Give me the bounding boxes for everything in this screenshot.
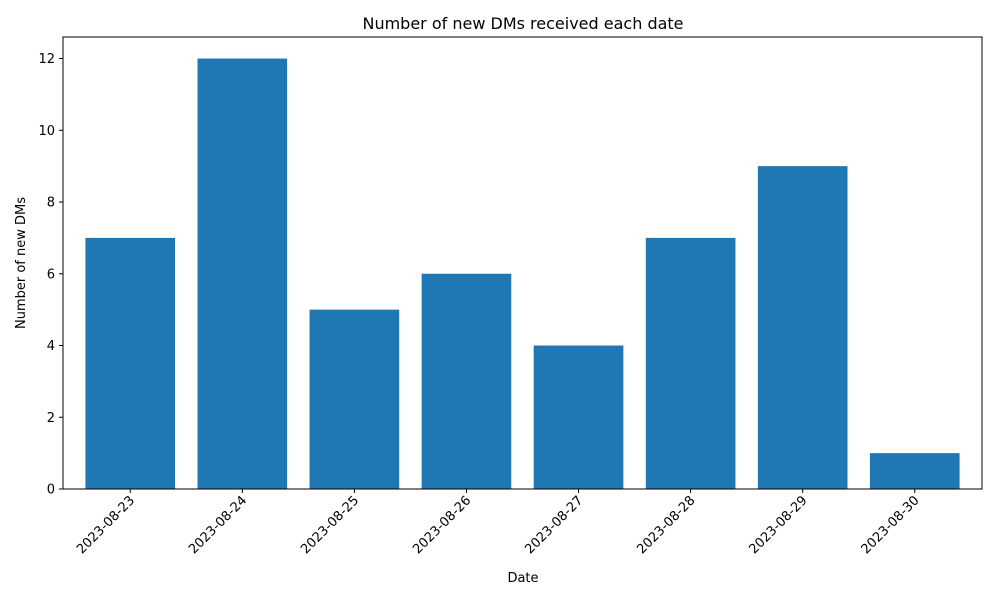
y-tick-label: 4 bbox=[47, 339, 55, 354]
bar-2023-08-26 bbox=[421, 273, 512, 489]
chart-title: Number of new DMs received each date bbox=[362, 14, 683, 33]
bar-2023-08-27 bbox=[533, 345, 624, 489]
bars bbox=[85, 58, 960, 490]
y-axis: 0 2 4 6 8 10 12 bbox=[38, 52, 63, 498]
bar-2023-08-30 bbox=[869, 453, 960, 489]
bar-2023-08-29 bbox=[757, 166, 848, 489]
y-tick-label: 0 bbox=[47, 483, 55, 498]
x-axis-label: Date bbox=[507, 571, 538, 586]
y-tick-label: 10 bbox=[38, 124, 55, 139]
bar-2023-08-24 bbox=[197, 58, 288, 490]
bar-2023-08-28 bbox=[645, 237, 736, 489]
y-tick-label: 8 bbox=[47, 196, 55, 211]
bar-2023-08-23 bbox=[85, 237, 176, 489]
y-tick-label: 2 bbox=[47, 411, 55, 426]
y-axis-label: Number of new DMs bbox=[14, 197, 29, 329]
y-tick-label: 6 bbox=[47, 267, 55, 282]
plot-frame bbox=[62, 36, 983, 490]
bar-2023-08-25 bbox=[309, 309, 400, 489]
y-tick-label: 12 bbox=[38, 52, 55, 67]
